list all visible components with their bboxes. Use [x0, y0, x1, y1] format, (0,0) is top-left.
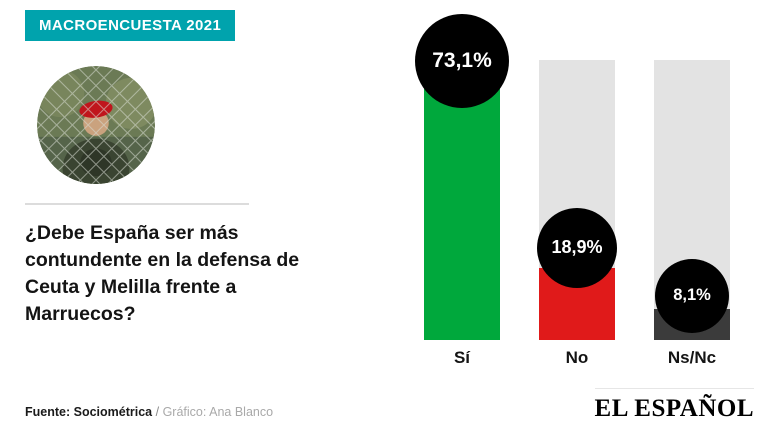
bar-label-nsnc: Ns/Nc [667, 348, 717, 367]
bar-column-nsnc: 8,1% Ns/Nc [654, 60, 730, 367]
bar-label-si: Sí [453, 348, 471, 367]
bar-chart: 73,1% Sí 18,9% No 8,1% Ns/Nc [415, 14, 730, 367]
el-espanol-logo: EL ESPAÑOL [594, 395, 754, 422]
soldier-photo [37, 66, 155, 184]
footer-credits: Fuente: Sociométrica / Gráfico: Ana Blan… [25, 405, 273, 419]
question-title: ¿Debe España ser más contundente en la d… [25, 222, 300, 325]
divider-line [25, 203, 249, 205]
banner: MACROENCUESTA 2021 [25, 10, 236, 41]
value-badge: 8,1% [655, 258, 729, 333]
bar-label-no: No [565, 348, 589, 367]
banner-label: MACROENCUESTA 2021 [39, 17, 222, 34]
value-badge-label: 8,1% [673, 286, 711, 305]
bar-column-no: 18,9% No [537, 60, 617, 367]
credit-label: Gráfico: Ana Blanco [162, 405, 274, 419]
value-badge-label: 73,1% [432, 49, 492, 72]
value-badge: 18,9% [537, 207, 617, 288]
value-badge-label: 18,9% [551, 237, 603, 258]
separator: / [155, 405, 160, 419]
value-badge: 73,1% [415, 14, 509, 108]
bar-column-si: 73,1% Sí [415, 14, 509, 367]
soldier-photo-graphic [37, 66, 155, 184]
source-label: Fuente: Sociométrica [25, 405, 153, 419]
logo-container: EL ESPAÑOL [594, 388, 754, 423]
